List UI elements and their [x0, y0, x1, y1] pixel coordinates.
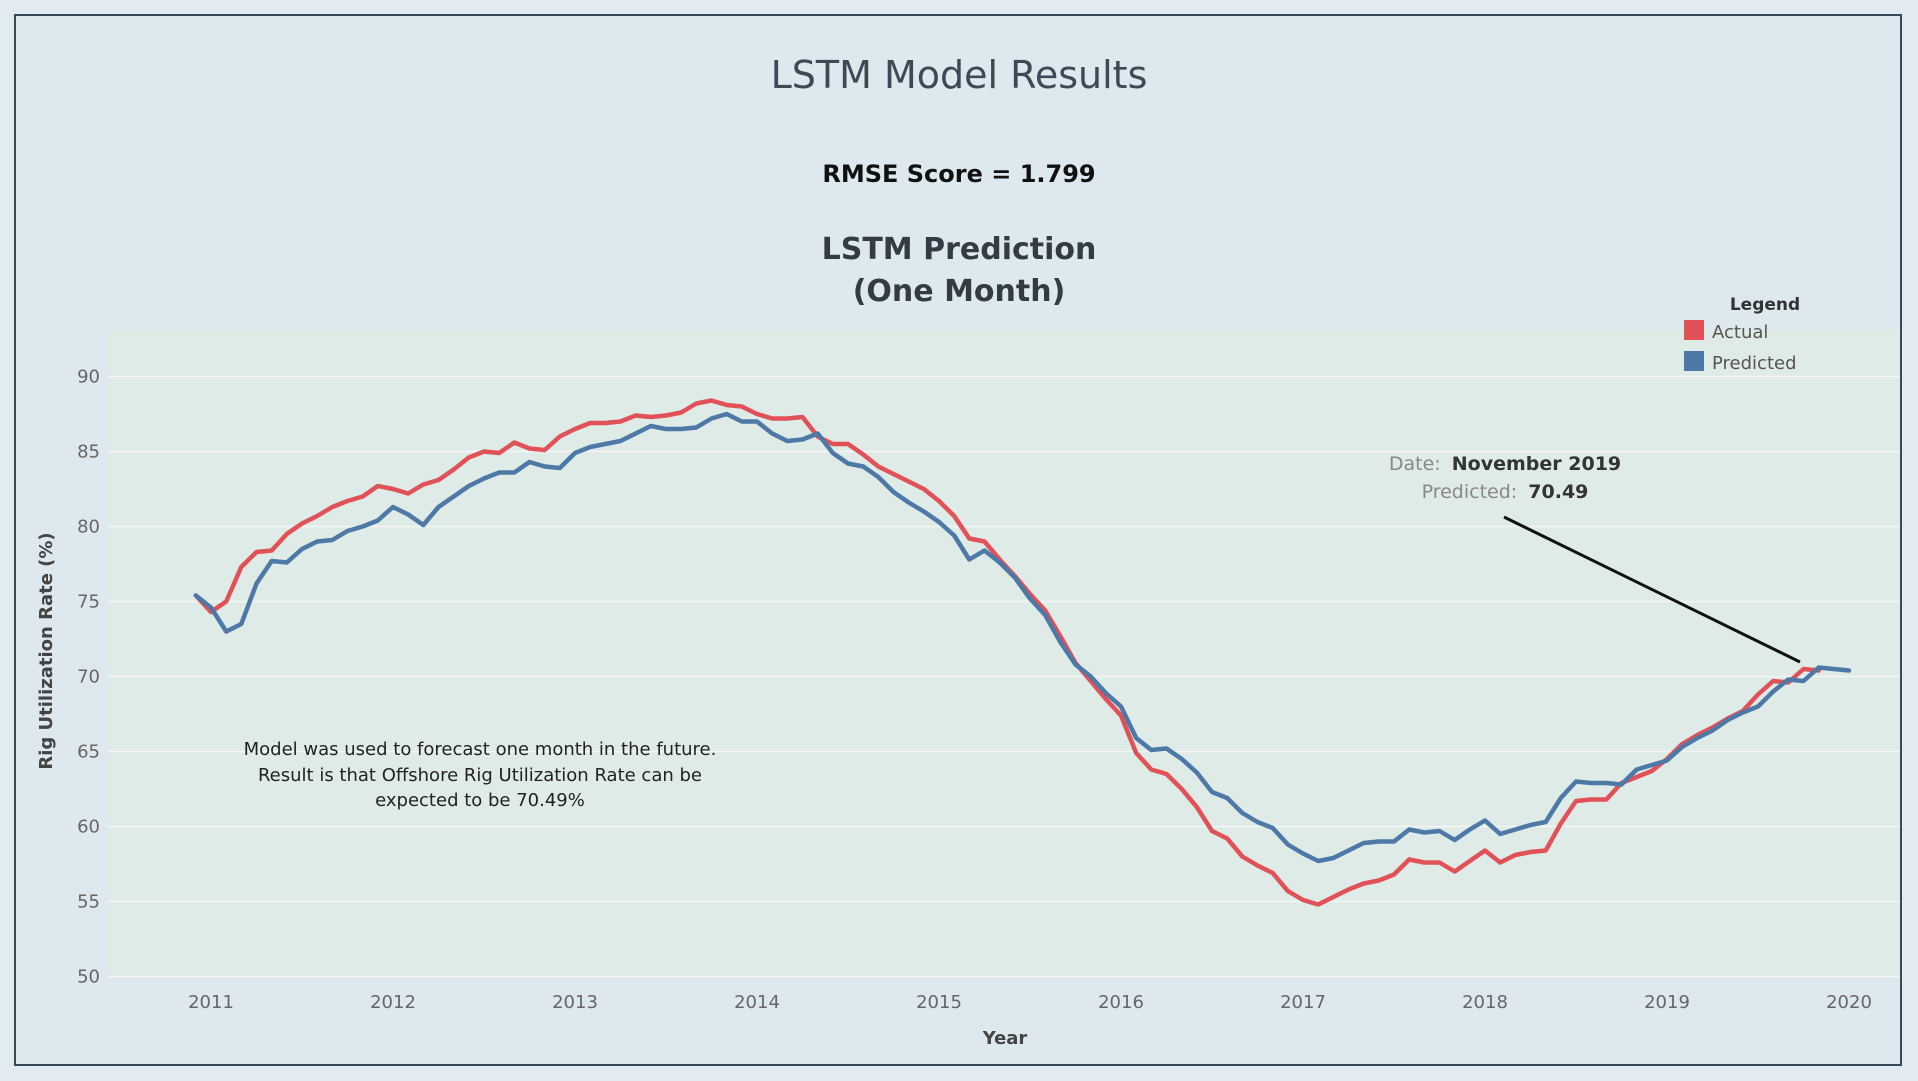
- tooltip-predicted-value: 70.49: [1528, 481, 1588, 503]
- y-tick-label: 85: [77, 442, 100, 463]
- page-title: LSTM Model Results: [771, 53, 1148, 97]
- y-tick-label: 70: [77, 667, 100, 688]
- x-axis-label: Year: [982, 1028, 1028, 1049]
- x-tick-label: 2017: [1280, 992, 1326, 1013]
- legend-swatch-predicted: [1684, 351, 1704, 371]
- annotation-line-2: Result is that Offshore Rig Utilization …: [258, 765, 702, 786]
- svg-text:Predicted: 70.49: Predicted: 70.49: [1422, 481, 1589, 503]
- y-tick-label: 60: [77, 817, 100, 838]
- x-tick-label: 2016: [1098, 992, 1144, 1013]
- y-tick-label: 90: [77, 367, 100, 388]
- tooltip-date-key: Date:: [1389, 453, 1441, 475]
- gridlines: [108, 375, 1900, 978]
- x-tick-label: 2015: [916, 992, 962, 1013]
- legend-swatch-actual: [1684, 320, 1704, 340]
- y-tick-label: 80: [77, 517, 100, 538]
- tooltip-date-value: November 2019: [1452, 453, 1621, 475]
- legend-title: Legend: [1730, 295, 1800, 315]
- legend: Legend Actual Predicted: [1684, 295, 1800, 374]
- y-axis-label: Rig Utilization Rate (%): [36, 532, 57, 769]
- x-axis-ticks: 2011 2012 2013 2014 2015 2016 2017 2018 2019 2020: [188, 992, 1872, 1013]
- y-tick-label: 75: [77, 592, 100, 613]
- annotation-line-1: Model was used to forecast one month in …: [244, 739, 717, 760]
- x-tick-label: 2014: [734, 992, 780, 1013]
- plot-area: [108, 330, 1900, 976]
- legend-label-actual: Actual: [1712, 322, 1768, 343]
- svg-text:Date: November 2019: Date: November 2019: [1389, 453, 1621, 475]
- y-tick-label: 50: [77, 967, 100, 988]
- rmse-score: RMSE Score = 1.799: [822, 160, 1095, 188]
- annotation: Model was used to forecast one month in …: [244, 739, 717, 811]
- chart-title-line-1: LSTM Prediction: [822, 232, 1097, 267]
- tooltip-callout: Date: November 2019 Predicted: 70.49: [1389, 453, 1801, 664]
- x-tick-label: 2019: [1644, 992, 1690, 1013]
- x-tick-label: 2012: [370, 992, 416, 1013]
- x-tick-label: 2013: [552, 992, 598, 1013]
- tooltip-predicted-key: Predicted:: [1422, 481, 1518, 503]
- x-tick-label: 2020: [1826, 992, 1872, 1013]
- legend-label-predicted: Predicted: [1712, 353, 1797, 374]
- series-layer: [193, 398, 1852, 907]
- chart-title-line-2: (One Month): [853, 274, 1066, 309]
- tooltip-pointer-line: [1503, 515, 1801, 664]
- annotation-line-3: expected to be 70.49%: [375, 790, 585, 811]
- x-tick-label: 2018: [1462, 992, 1508, 1013]
- series-line-predicted: [193, 411, 1852, 864]
- y-tick-label: 55: [77, 892, 100, 913]
- y-tick-label: 65: [77, 742, 100, 763]
- x-tick-label: 2011: [188, 992, 234, 1013]
- y-axis-ticks: 50 55 60 65 70 75 80 85 90: [77, 367, 100, 988]
